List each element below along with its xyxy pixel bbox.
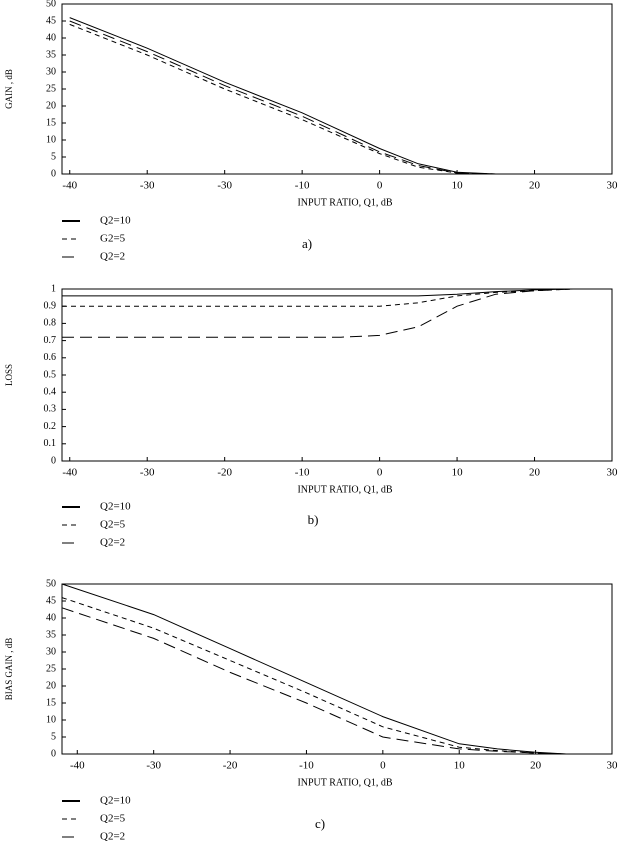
x-tick-label: -30 [217, 180, 232, 192]
x-tick-label: 10 [452, 180, 464, 192]
x-tick-label: 0 [377, 467, 383, 479]
y-tick-label: 10 [46, 714, 56, 725]
y-tick-label: 5 [51, 731, 56, 742]
x-tick-label: 10 [454, 760, 466, 772]
y-tick-label: 45 [46, 595, 56, 606]
x-tick-label: 20 [529, 180, 541, 192]
legend-label: Q2=10 [100, 215, 131, 227]
y-tick-label: 0 [51, 168, 56, 179]
legend-label: Q2=5 [100, 519, 126, 531]
y-tick-label: 0.9 [44, 300, 57, 311]
y-tick-label: 0.5 [44, 369, 57, 380]
x-tick-label: 30 [607, 467, 619, 479]
y-tick-label: 0 [51, 748, 56, 759]
y-tick-label: 35 [46, 629, 56, 640]
y-tick-label: 10 [46, 134, 56, 145]
y-tick-label: 45 [46, 15, 56, 26]
y-axis-label: LOSS [4, 364, 14, 386]
series-line [69, 23, 512, 175]
y-tick-label: 25 [46, 83, 56, 94]
x-axis-label: INPUT RATIO, Q1, dB [297, 484, 392, 495]
legend-label: Q2=10 [100, 501, 131, 513]
x-tick-label: -30 [140, 467, 155, 479]
legend-label: Q2=2 [100, 537, 125, 549]
y-axis-label: GAIN , dB [4, 69, 14, 109]
caption: c) [315, 816, 325, 831]
x-tick-label: -10 [295, 467, 310, 479]
x-tick-label: -10 [295, 180, 310, 192]
y-tick-label: 0 [51, 455, 56, 466]
y-tick-label: 35 [46, 49, 56, 60]
y-axis-label: BIAS GAIN , dB [4, 638, 14, 701]
x-tick-label: -40 [70, 760, 85, 772]
legend-label: Q2=5 [100, 813, 126, 825]
series-line [62, 288, 612, 297]
y-tick-label: 15 [46, 117, 56, 128]
y-tick-label: 40 [46, 612, 56, 623]
x-axis-label: INPUT RATIO, Q1, dB [297, 777, 392, 788]
series-line [69, 20, 512, 175]
y-tick-label: 20 [46, 680, 56, 691]
y-tick-label: 0.3 [44, 404, 57, 415]
y-tick-label: 30 [46, 646, 56, 657]
x-axis-label: INPUT RATIO, Q1, dB [297, 197, 392, 208]
series-line [62, 288, 574, 338]
y-tick-label: 0.8 [44, 318, 57, 329]
y-tick-label: 40 [46, 32, 56, 43]
plot-frame [61, 583, 613, 755]
y-tick-label: 0.7 [44, 335, 57, 346]
y-tick-label: 50 [46, 578, 56, 589]
x-tick-label: -40 [62, 180, 77, 192]
x-tick-label: -20 [217, 467, 232, 479]
x-tick-label: 0 [380, 760, 386, 772]
plot-frame [61, 288, 613, 462]
y-tick-label: 0.2 [44, 421, 57, 432]
y-tick-label: 0.6 [44, 352, 57, 363]
caption: b) [308, 512, 319, 527]
x-tick-label: 20 [529, 467, 541, 479]
y-tick-label: 5 [51, 151, 56, 162]
plot-frame [61, 3, 613, 175]
x-tick-label: -20 [223, 760, 238, 772]
y-tick-label: 25 [46, 663, 56, 674]
y-tick-label: 1 [51, 283, 56, 294]
y-tick-label: 15 [46, 697, 56, 708]
y-tick-label: 20 [46, 100, 56, 111]
series-line [61, 597, 567, 755]
series-line [69, 17, 512, 175]
x-tick-label: 30 [607, 760, 619, 772]
x-tick-label: -30 [146, 760, 161, 772]
x-tick-label: -30 [140, 180, 155, 192]
series-line [61, 583, 567, 755]
legend-label: G2=5 [100, 233, 126, 245]
x-tick-label: 0 [377, 180, 383, 192]
series-line [61, 607, 567, 755]
caption: a) [302, 236, 312, 251]
y-tick-label: 30 [46, 66, 56, 77]
x-tick-label: -40 [62, 467, 77, 479]
legend-label: Q2=2 [100, 831, 125, 843]
x-tick-label: 10 [452, 467, 464, 479]
x-tick-label: 20 [530, 760, 542, 772]
y-tick-label: 50 [46, 0, 56, 9]
x-tick-label: -10 [299, 760, 314, 772]
y-tick-label: 0.4 [44, 386, 57, 397]
x-tick-label: 30 [607, 180, 619, 192]
legend-label: Q2=2 [100, 251, 125, 263]
y-tick-label: 0.1 [44, 438, 57, 449]
legend-label: Q2=10 [100, 795, 131, 807]
